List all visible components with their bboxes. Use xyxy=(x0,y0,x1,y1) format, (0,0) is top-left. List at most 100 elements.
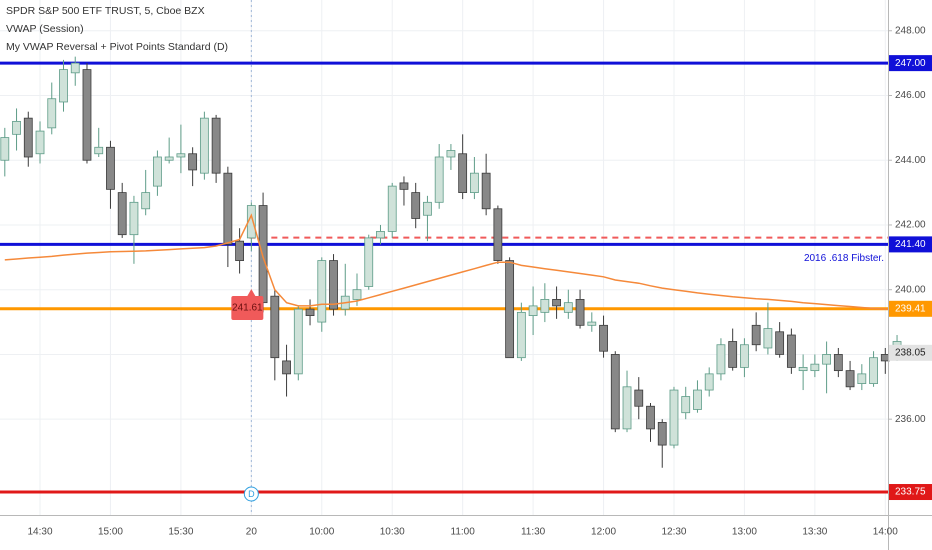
candle-body xyxy=(716,344,726,375)
y-tick-label: 240.00 xyxy=(895,284,926,295)
plot: 2016 .618 Fibster. 241.61 D xyxy=(0,0,902,515)
candle-body xyxy=(211,117,221,174)
candle-body xyxy=(59,69,68,103)
candle-body xyxy=(317,260,327,323)
candle-body xyxy=(751,324,761,346)
candle-body xyxy=(423,201,432,216)
signal-arrow xyxy=(247,289,256,296)
x-tick-label: 10:00 xyxy=(309,527,334,538)
x-tick-label: 14:00 xyxy=(873,527,898,538)
level-label: 233.75 xyxy=(895,487,926,498)
signal-label: 241.61 xyxy=(231,289,264,320)
level-label-bg xyxy=(889,55,932,72)
x-tick-label: 13:00 xyxy=(732,527,757,538)
vwap-line xyxy=(4,213,898,311)
candle-body xyxy=(305,308,315,317)
candle-body xyxy=(176,153,186,158)
candle-body xyxy=(446,150,456,158)
candle-body xyxy=(693,389,702,410)
candle-body xyxy=(12,120,21,135)
candle-body xyxy=(469,172,479,193)
candle-body xyxy=(164,156,174,161)
candle-body xyxy=(411,192,421,219)
y-tick-label: 248.00 xyxy=(895,25,926,36)
candle-body xyxy=(199,117,209,174)
candle-body xyxy=(481,172,491,210)
candle-body xyxy=(235,240,245,261)
candle-body xyxy=(399,182,409,190)
level-label-bg xyxy=(889,236,932,253)
indicator-label: My VWAP Reversal + Pivot Points Standard… xyxy=(6,41,228,53)
candle-body xyxy=(763,328,773,349)
candle-body xyxy=(23,117,33,158)
x-tick-label: 12:30 xyxy=(661,527,686,538)
level-label-bg xyxy=(889,300,932,317)
candle-body xyxy=(246,205,256,239)
candle-body xyxy=(669,389,679,446)
candle-body xyxy=(869,357,878,384)
y-tick-label: 244.00 xyxy=(895,155,926,166)
chart-title: SPDR S&P 500 ETF TRUST, 5, Cboe BZX xyxy=(6,5,205,17)
day-marker-label: D xyxy=(248,489,255,499)
candle-body xyxy=(822,354,831,365)
candle-body xyxy=(845,370,855,388)
candle-body xyxy=(599,324,608,352)
candle-body xyxy=(188,153,198,171)
level-label-bg xyxy=(889,484,932,501)
x-tick-label: 10:30 xyxy=(380,527,405,538)
candle-body xyxy=(587,321,597,326)
candle-body xyxy=(223,172,233,245)
candle-body xyxy=(0,137,10,161)
day-marker xyxy=(243,486,259,502)
candle-body xyxy=(810,363,820,372)
candle-body xyxy=(82,69,92,161)
candle-body xyxy=(622,386,632,430)
candle-body xyxy=(258,205,268,304)
candle-body xyxy=(47,98,57,129)
candle-body xyxy=(563,302,573,313)
candle-body xyxy=(786,334,796,368)
candle-body xyxy=(740,344,749,368)
y-tick-label: 246.00 xyxy=(895,90,926,101)
x-tick-label: 11:00 xyxy=(451,527,476,538)
signal-value: 241.61 xyxy=(232,303,263,314)
candle-body xyxy=(528,305,538,317)
candle-body xyxy=(552,299,561,307)
candle-body xyxy=(153,156,162,187)
candle-body xyxy=(857,373,867,384)
x-tick-label: 15:30 xyxy=(168,527,193,538)
candle-body xyxy=(70,62,80,74)
candle-body xyxy=(505,260,515,359)
candle-body xyxy=(352,289,362,300)
candle-body xyxy=(293,308,303,375)
candle-body xyxy=(704,373,714,391)
candle-body xyxy=(141,192,151,210)
candle-body xyxy=(798,366,808,372)
candle-body xyxy=(833,354,843,372)
candle-body xyxy=(94,146,104,155)
x-tick-label: 12:00 xyxy=(591,527,616,538)
candle-body xyxy=(681,396,691,414)
y-tick-label: 242.00 xyxy=(895,220,926,231)
candle-body xyxy=(493,208,503,261)
candle-body xyxy=(575,299,585,326)
candle-body xyxy=(657,422,667,446)
x-tick-label: 14:30 xyxy=(28,527,53,538)
candle-body xyxy=(35,130,45,155)
candle-body xyxy=(434,156,444,203)
x-tick-label: 20 xyxy=(246,527,258,538)
y-tick-label: 236.00 xyxy=(895,414,926,425)
candle-body xyxy=(376,231,385,239)
last-price-label-bg xyxy=(889,344,932,361)
x-tick-label: 13:30 xyxy=(802,527,827,538)
level-label: 247.00 xyxy=(895,58,926,69)
indicator-label: VWAP (Session) xyxy=(6,23,84,35)
candle-body xyxy=(728,341,738,368)
candle-body xyxy=(634,389,644,407)
candle-body xyxy=(270,295,280,359)
x-tick-label: 11:30 xyxy=(521,527,546,538)
candle-body xyxy=(775,331,785,355)
level-label: 241.40 xyxy=(895,239,926,250)
